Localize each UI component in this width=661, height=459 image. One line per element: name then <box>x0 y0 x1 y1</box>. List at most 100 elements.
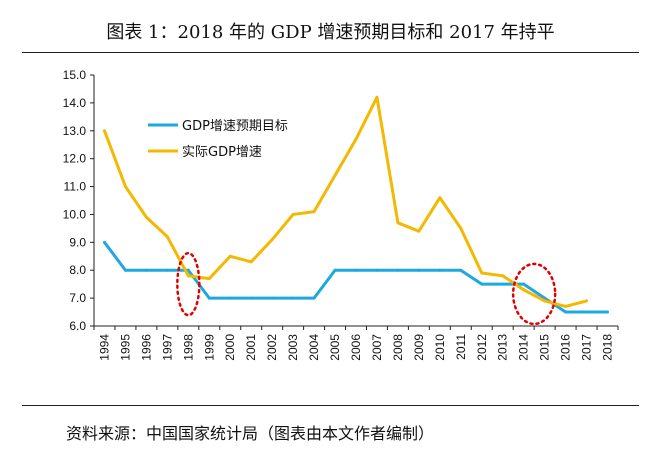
data-point-0 <box>396 268 400 272</box>
data-point-1 <box>396 221 400 225</box>
x-tick-label: 2010 <box>433 334 447 361</box>
data-point-0 <box>606 310 610 314</box>
y-tick-label: 12.0 <box>63 152 87 166</box>
y-axis-ticks: 6.0 7.0 8.0 9.0 10.0 11.0 12.0 13.0 14.0 15.0 <box>63 68 94 333</box>
data-point-1 <box>228 254 232 258</box>
bottom-divider <box>22 405 639 406</box>
data-point-1 <box>585 299 589 303</box>
data-point-0 <box>207 296 211 300</box>
x-axis-ticks: 1994 1995 1996 1997 1998 1999 2000 2001 2002 2003… <box>93 326 619 361</box>
x-tick-label: 1997 <box>160 334 174 361</box>
y-tick-label: 14.0 <box>63 96 87 110</box>
y-tick-label: 10.0 <box>63 207 87 221</box>
data-point-0 <box>333 268 337 272</box>
data-point-1 <box>543 299 547 303</box>
x-tick-label: 2005 <box>328 334 342 361</box>
y-tick-label: 15.0 <box>63 68 87 82</box>
data-point-1 <box>186 274 190 278</box>
data-point-1 <box>459 226 463 230</box>
highlight-ellipse <box>176 251 201 317</box>
data-point-0 <box>585 310 589 314</box>
data-point-0 <box>501 282 505 286</box>
series-lines <box>102 95 610 314</box>
data-point-1 <box>333 173 337 177</box>
data-point-0 <box>438 268 442 272</box>
series-line-0 <box>103 241 608 314</box>
x-tick-label: 2003 <box>286 334 300 361</box>
x-tick-label: 2016 <box>559 334 573 361</box>
x-tick-label: 2002 <box>265 334 279 361</box>
data-point-0 <box>165 268 169 272</box>
x-tick-label: 2012 <box>475 334 489 361</box>
source-note: 资料来源：中国国家统计局（图表由本文作者编制） <box>66 424 435 443</box>
data-point-0 <box>375 268 379 272</box>
data-point-1 <box>102 129 106 133</box>
data-point-0 <box>564 310 568 314</box>
chart-axes <box>93 75 618 327</box>
x-tick-label: 2009 <box>412 334 426 361</box>
x-tick-label: 2008 <box>391 334 405 361</box>
data-point-0 <box>270 296 274 300</box>
y-tick-label: 6.0 <box>69 319 86 333</box>
highlight-annotations <box>176 251 557 326</box>
y-tick-label: 7.0 <box>69 291 86 305</box>
chart-title: 图表 1：2018 年的 GDP 增速预期目标和 2017 年持平 <box>106 22 555 43</box>
x-tick-label: 2004 <box>307 334 321 361</box>
x-tick-label: 2018 <box>601 334 615 361</box>
data-point-1 <box>417 229 421 233</box>
data-point-0 <box>480 282 484 286</box>
data-point-0 <box>123 268 127 272</box>
legend-label-0: GDP增速预期目标 <box>182 119 288 134</box>
y-tick-label: 11.0 <box>64 180 87 194</box>
data-point-1 <box>123 185 127 189</box>
x-tick-label: 2013 <box>496 334 510 361</box>
x-tick-label: 2017 <box>580 334 594 361</box>
x-tick-label: 2015 <box>538 334 552 361</box>
data-point-1 <box>480 271 484 275</box>
y-tick-label: 13.0 <box>63 124 87 138</box>
data-point-1 <box>375 95 379 99</box>
x-tick-label: 2011 <box>454 334 468 360</box>
x-tick-label: 2007 <box>370 334 384 361</box>
data-point-1 <box>522 288 526 292</box>
legend-label-1: 实际GDP增速 <box>182 145 262 160</box>
x-tick-label: 1998 <box>181 334 195 361</box>
data-point-0 <box>102 240 106 244</box>
data-point-0 <box>249 296 253 300</box>
data-point-0 <box>186 268 190 272</box>
data-point-1 <box>438 196 442 200</box>
data-point-0 <box>522 282 526 286</box>
data-point-1 <box>564 304 568 308</box>
data-point-1 <box>270 238 274 242</box>
data-point-1 <box>354 137 358 141</box>
x-tick-label: 2006 <box>349 334 363 361</box>
top-divider <box>22 52 639 53</box>
y-tick-label: 8.0 <box>69 263 86 277</box>
data-point-0 <box>228 296 232 300</box>
data-point-0 <box>312 296 316 300</box>
y-tick-label: 9.0 <box>69 235 86 249</box>
data-point-1 <box>165 235 169 239</box>
data-point-1 <box>144 215 148 219</box>
data-point-1 <box>501 274 505 278</box>
data-point-0 <box>417 268 421 272</box>
x-tick-label: 2001 <box>244 334 258 361</box>
x-tick-label: 1996 <box>139 334 153 361</box>
x-tick-label: 1994 <box>97 334 111 361</box>
x-tick-label: 2000 <box>223 334 237 361</box>
x-tick-label: 2014 <box>517 334 531 361</box>
data-point-0 <box>459 268 463 272</box>
data-point-1 <box>249 260 253 264</box>
x-tick-label: 1995 <box>118 334 132 361</box>
series-line-1 <box>103 95 587 308</box>
data-point-1 <box>312 210 316 214</box>
highlight-ellipse <box>511 262 557 326</box>
x-tick-label: 1999 <box>202 334 216 361</box>
data-point-0 <box>291 296 295 300</box>
data-point-1 <box>207 277 211 281</box>
data-point-1 <box>291 212 295 216</box>
data-point-0 <box>144 268 148 272</box>
data-point-0 <box>354 268 358 272</box>
